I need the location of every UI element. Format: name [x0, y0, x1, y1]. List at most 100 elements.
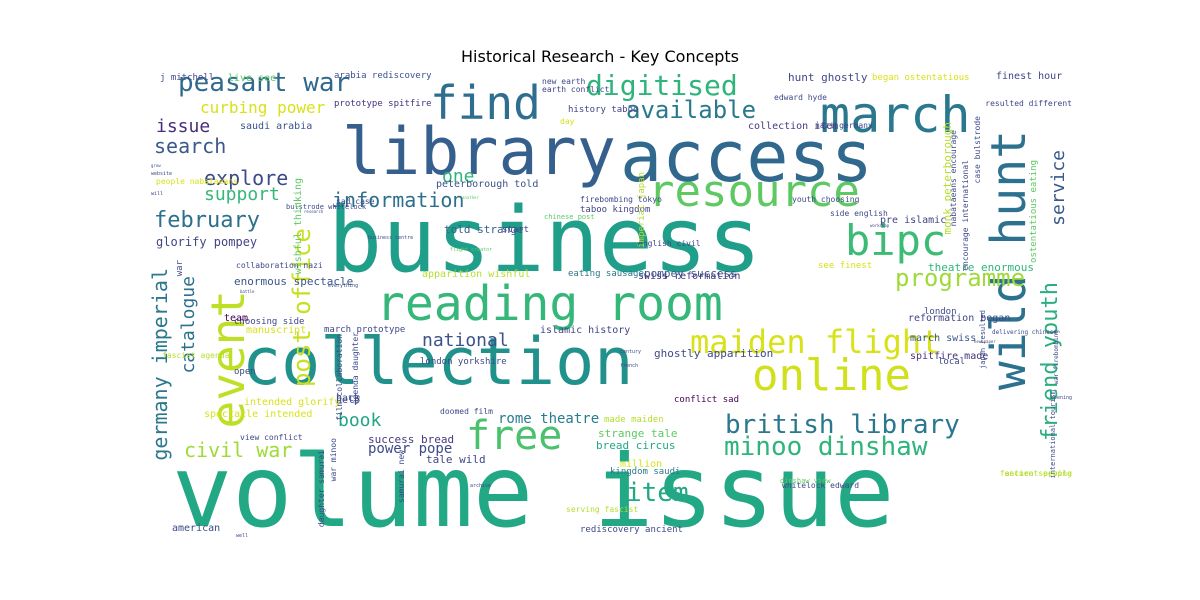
word-saudi-arabia: saudi arabia [240, 121, 313, 132]
word-manuscript: manuscript [246, 325, 307, 336]
word-reformation-began: reformation began [908, 313, 1011, 324]
word-made-maiden: made maiden [604, 415, 664, 425]
word-choosing-side: choosing side [234, 317, 305, 327]
word-nazi-germany: nazi germany [815, 121, 873, 130]
word-success-bread: success bread [368, 433, 455, 446]
word-live-see: live see [228, 73, 277, 84]
word-samurai-new: samurai new [397, 450, 406, 503]
word-book: book [338, 410, 382, 431]
word-delivering-chinese: delivering chinese [992, 329, 1058, 336]
word-chinese-post: chinese post [544, 213, 595, 221]
word-business: business [328, 188, 762, 293]
word-team: team [224, 313, 249, 324]
word-serving-fascist: serving fascist [566, 505, 639, 514]
word-reading-room: reading room [376, 276, 723, 332]
word-j-mitchell: j mitchell [160, 73, 215, 83]
word-ghostly-apparition: ghostly apparition [654, 347, 774, 360]
word-ostentatious-eating: ostentatious eating [1029, 160, 1039, 263]
word-support: support [204, 184, 280, 205]
word-intended-glorify: intended glorify [244, 397, 341, 408]
word-theatre-enormous: theatre enormous [928, 261, 1034, 274]
word-war-minoo: war minoo [329, 438, 338, 482]
word-well: well [236, 533, 249, 539]
word-war: war [175, 260, 185, 277]
word-glorify-pompey: glorify pompey [156, 235, 258, 249]
word-daughter-samurai: daughter samurai [317, 450, 326, 528]
word-war-firebombing: war firebombing [1053, 330, 1060, 385]
word-strange-tale: strange tale [598, 427, 678, 440]
word-free: free [466, 413, 563, 459]
word-access: access [620, 116, 873, 198]
word-islamic-history: islamic history [540, 325, 631, 336]
word-germany-imperial: germany imperial [150, 268, 172, 461]
word-start: start [502, 225, 530, 235]
chart-title: Historical Research - Key Concepts [461, 47, 739, 66]
word-flight-creator: flight creator [450, 247, 493, 253]
word-spitfire-made: spitfire made [910, 351, 989, 362]
word-find: find [430, 76, 541, 130]
word-enormous-spectacle: enormous spectacle [234, 275, 354, 288]
word-peasant-war: peasant war [178, 70, 351, 98]
word-item: item [626, 478, 689, 508]
word-imperial-japan: imperial japan [637, 172, 647, 248]
word-business-centre: business centre [368, 235, 414, 241]
word-century: century [620, 349, 642, 355]
word-battle: battle [240, 289, 255, 294]
word-bread-circus: bread circus [596, 439, 676, 452]
word-american: american [172, 523, 221, 534]
word-taboo-kingdom: taboo kingdom [580, 205, 651, 215]
word-digitised: digitised [586, 70, 738, 102]
word-spectacle-intended: spectacle intended [204, 409, 313, 420]
word-london-yorkshire: london yorkshire [420, 357, 507, 367]
word-people-nabataeans: people nabataeans [156, 177, 238, 186]
word-history-taboo: history taboo [568, 105, 639, 115]
word-english-civil: english civil [638, 239, 701, 248]
word-wishful-thinking: wishful thinking [293, 178, 304, 275]
word-peterborough-told: peterborough told [436, 179, 539, 190]
word-dinshaw-view: dinshaw view [780, 477, 831, 485]
word-issue: issue [156, 116, 211, 137]
word-case-bulstrode: case bulstrode [973, 116, 982, 184]
word-back: back [336, 393, 361, 404]
word-youth-choosing: youth choosing [792, 195, 860, 204]
word-library: library [342, 115, 616, 190]
word-side-english: side english [830, 209, 888, 218]
word-explore: explore [204, 166, 289, 190]
word-grow: grow [151, 163, 161, 168]
word-workshop: workshop [870, 223, 890, 228]
word-million: million [620, 459, 663, 470]
word-february: february [154, 208, 260, 233]
word-search: search [154, 134, 227, 158]
word-resource: resource [648, 166, 860, 217]
word-research: research [304, 209, 324, 214]
word-opening: opening [1050, 395, 1072, 401]
word-website: website [151, 171, 173, 177]
word-firebombing-tokyo: firebombing tokyo [580, 195, 662, 204]
word-available: available [626, 96, 757, 124]
word-hunt-ghostly: hunt ghostly [788, 71, 868, 84]
word-doomed-film: doomed film [440, 407, 493, 416]
word-eating-sausage: eating sausage [568, 269, 644, 279]
word-pre-islamic: pre islamic [880, 215, 947, 226]
word-maiden-flight: maiden flight [690, 323, 941, 361]
word-collection-item: collection item [748, 121, 839, 132]
word-collection: collection [242, 325, 634, 400]
word-march-prototype: march prototype [324, 325, 406, 335]
word-swiss-reformation: swiss reformation [638, 271, 741, 282]
word-one: one [442, 166, 475, 187]
word-apparition-wishful: apparition wishful [422, 269, 531, 280]
word-another: another [462, 195, 479, 200]
word-bulstrode-whitelock: bulstrode whitelock [286, 203, 367, 211]
word-march: march [820, 86, 971, 144]
word-collaboration-nazi: collaboration nazi [236, 261, 323, 270]
word-feature-serving: feature serving [999, 469, 1072, 478]
word-fascist-agenda: fascist agenda [162, 351, 230, 360]
word-will: will [151, 191, 164, 197]
word-curbing-power: curbing power [200, 98, 326, 117]
word-open: open [234, 367, 256, 377]
word-finest-hour: finest hour [996, 71, 1063, 82]
word-minoo-dinshaw: minoo dinshaw [724, 432, 928, 462]
word-local: local [938, 357, 966, 367]
word-whitelock-edward: whitelock edward [782, 481, 860, 490]
word-london: london [924, 307, 957, 317]
